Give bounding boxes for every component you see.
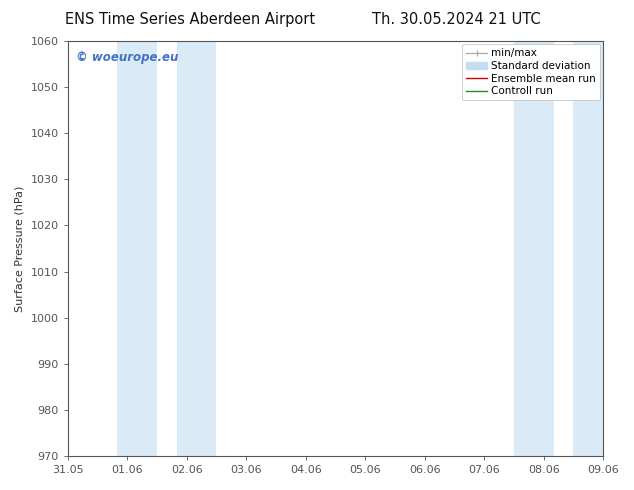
Bar (514, 41, 553, 456)
Y-axis label: Surface Pressure (hPa): Surface Pressure (hPa) (15, 185, 25, 312)
Text: ENS Time Series Aberdeen Airport: ENS Time Series Aberdeen Airport (65, 12, 315, 27)
Bar (117, 41, 157, 456)
Bar (573, 41, 603, 456)
Bar (177, 41, 216, 456)
Text: Th. 30.05.2024 21 UTC: Th. 30.05.2024 21 UTC (372, 12, 541, 27)
Text: © woeurope.eu: © woeurope.eu (75, 51, 178, 64)
Legend: min/max, Standard deviation, Ensemble mean run, Controll run: min/max, Standard deviation, Ensemble me… (462, 44, 600, 100)
